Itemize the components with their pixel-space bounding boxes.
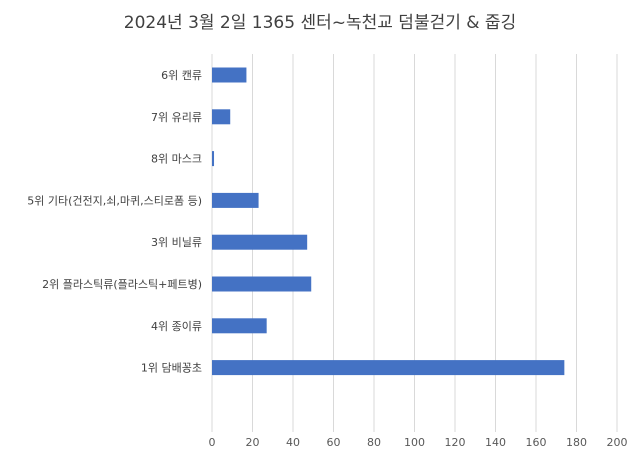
bar bbox=[212, 318, 267, 334]
x-tick-label: 180 bbox=[566, 436, 587, 449]
category-labels: 6위 캔류 7위 유리류 8위 마스크 5위 기타(건전지,쇠,마퀴,스티로폼 등) 3… bbox=[27, 69, 202, 375]
category-label: 4위 종이류 bbox=[151, 320, 202, 333]
category-label: 7위 유리류 bbox=[151, 111, 202, 124]
category-label: 8위 마스크 bbox=[151, 153, 202, 166]
bar bbox=[212, 234, 308, 250]
category-label: 1위 담배꽁초 bbox=[141, 362, 202, 375]
x-tick-label: 100 bbox=[404, 436, 425, 449]
bar bbox=[212, 192, 259, 208]
x-tick-label: 140 bbox=[485, 436, 506, 449]
x-tick-label: 120 bbox=[445, 436, 466, 449]
x-tick-label: 40 bbox=[286, 436, 300, 449]
x-tick-label: 80 bbox=[367, 436, 381, 449]
x-tick-label: 60 bbox=[327, 436, 341, 449]
grid-lines bbox=[211, 54, 618, 432]
category-label: 2위 플라스틱류(플라스틱+페트병) bbox=[42, 278, 202, 291]
x-tick-label: 20 bbox=[246, 436, 260, 449]
x-tick-label: 0 bbox=[209, 436, 216, 449]
category-label: 6위 캔류 bbox=[161, 69, 202, 82]
bars bbox=[212, 67, 565, 376]
category-label: 3위 비닐류 bbox=[151, 236, 202, 249]
bar bbox=[212, 109, 231, 125]
chart-title: 2024년 3월 2일 1365 센터~녹천교 덤불걷기 & 줍깅 bbox=[124, 13, 516, 33]
x-tick-label: 160 bbox=[526, 436, 547, 449]
category-label: 5위 기타(건전지,쇠,마퀴,스티로폼 등) bbox=[27, 194, 202, 207]
bar bbox=[212, 151, 215, 167]
bar bbox=[212, 360, 565, 376]
x-axis-tick-labels: 0 20 40 60 80 100 120 140 160 180 200 bbox=[209, 436, 628, 449]
bar bbox=[212, 67, 247, 83]
bar bbox=[212, 276, 312, 292]
x-tick-label: 200 bbox=[607, 436, 628, 449]
